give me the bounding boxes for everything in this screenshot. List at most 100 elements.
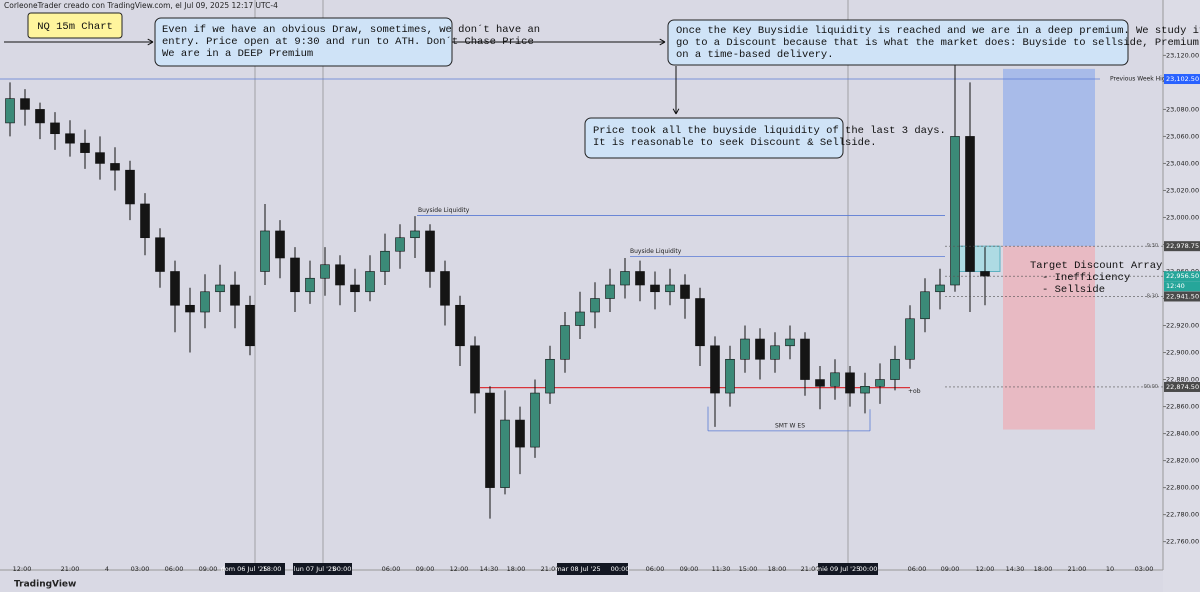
candle-body — [980, 271, 990, 277]
y-tick-label: 22,860.00 — [1166, 403, 1199, 411]
candle-body — [410, 230, 420, 239]
candle-body — [95, 152, 105, 164]
y-tick-label: 23,080.00 — [1166, 105, 1199, 113]
price-tag — [1164, 74, 1200, 85]
candle-body — [245, 304, 255, 347]
x-tick-label: 09:00 — [416, 565, 435, 573]
candle-body — [815, 379, 825, 387]
candle-body — [500, 419, 510, 488]
x-tick-label: 12:00 — [13, 565, 32, 573]
price-tag — [1164, 291, 1200, 302]
note-text: Target Discount Array — [1030, 260, 1162, 272]
candle-body — [950, 136, 960, 286]
candle-body — [665, 284, 675, 293]
candle-body — [230, 284, 240, 306]
candle-body — [470, 345, 480, 394]
candle-body — [800, 338, 810, 380]
candle-body — [260, 230, 270, 272]
level-label: SMT W ES — [775, 422, 805, 429]
candle-body — [935, 284, 945, 293]
arrow-head — [659, 38, 666, 46]
x-tick-label: 15:00 — [739, 565, 758, 573]
candle-body — [860, 386, 870, 394]
x-tick-label: 00:00 — [333, 565, 352, 573]
candle-body — [725, 358, 735, 394]
candle-body — [155, 237, 165, 272]
x-tick-label: 14:30 — [480, 565, 499, 573]
candle-body — [350, 284, 360, 293]
y-tick-label: 22,800.00 — [1166, 484, 1199, 492]
candle-body — [785, 338, 795, 347]
candle-body — [200, 291, 210, 313]
y-tick-label: 22,760.00 — [1166, 538, 1199, 546]
x-tick-label: 10 — [1106, 565, 1114, 573]
candle-body — [110, 163, 120, 171]
x-tick-label: 21:00 — [801, 565, 820, 573]
x-tick-label: 06:00 — [908, 565, 927, 573]
x-tick-label: 21:00 — [61, 565, 80, 573]
candle-body — [380, 250, 390, 272]
note-text: Once the Key Buysidie liquidity is reach… — [676, 25, 1200, 37]
candle-body — [170, 271, 180, 306]
y-tick-label: 22,820.00 — [1166, 457, 1199, 465]
candle-body — [440, 271, 450, 306]
x-tick-label: 21:00 — [541, 565, 560, 573]
x-tick-label: 06:00 — [165, 565, 184, 573]
note-text: entry. Price open at 9:30 and run to ATH… — [162, 35, 534, 48]
x-tick-label: mié 09 Jul '25 — [816, 565, 861, 573]
candle-body — [605, 284, 615, 299]
y-tick-label: 23,060.00 — [1166, 132, 1199, 140]
arrow-head — [672, 108, 680, 115]
price-tag-label: 22,956.50 — [1166, 272, 1199, 280]
countdown-bg — [1164, 281, 1200, 292]
footer: TradingView — [14, 580, 76, 590]
level-label: +ob — [908, 388, 921, 395]
level-label: Buyside Liquidity — [418, 207, 470, 214]
x-tick-label: 06:00 — [382, 565, 401, 573]
candle-body — [35, 109, 45, 124]
candle-body — [905, 318, 915, 360]
y-tick-label: 22,920.00 — [1166, 322, 1199, 330]
y-tick-label: 22,840.00 — [1166, 430, 1199, 438]
price-tag-label: 22,978.75 — [1166, 242, 1199, 250]
note-text: It is reasonable to seek Discount & Sell… — [593, 137, 877, 149]
candle-body — [305, 277, 315, 293]
candle-body — [965, 136, 975, 272]
candle-body — [770, 345, 780, 360]
x-tick-label: 14:30 — [1006, 565, 1025, 573]
arrow-head — [147, 38, 154, 46]
countdown: 12:40 — [1166, 282, 1185, 290]
candle-body — [755, 338, 765, 360]
x-tick-label: 18:00 — [1034, 565, 1053, 573]
price-tag — [1164, 381, 1200, 392]
y-tick-label: 23,040.00 — [1166, 159, 1199, 167]
level-label: Buyside Liquidity — [630, 248, 682, 255]
candle-body — [920, 291, 930, 320]
candle-body — [575, 311, 585, 326]
x-tick-label: 12:00 — [450, 565, 469, 573]
x-tick-label: 03:00 — [1135, 565, 1154, 573]
y-tick-label: 23,020.00 — [1166, 186, 1199, 194]
x-tick-label: lun 07 Jul '25 — [294, 565, 336, 573]
candle-body — [290, 257, 300, 293]
title-box — [27, 12, 123, 39]
x-tick-label: 12:00 — [976, 565, 995, 573]
candle-body — [530, 392, 540, 448]
x-tick-label: dom 06 Jul '25 — [221, 565, 268, 573]
candle-body — [425, 230, 435, 272]
x-tick-label: 06:00 — [646, 565, 665, 573]
x-tick-label: 09:00 — [680, 565, 699, 573]
candle-body — [140, 203, 150, 239]
candle-body — [875, 379, 885, 387]
note-box — [584, 117, 844, 159]
note-text: Even if we have an obvious Draw, sometim… — [162, 23, 540, 36]
candle-body — [80, 142, 90, 153]
candle-body — [695, 298, 705, 347]
candle-body — [5, 98, 15, 124]
header: CorleoneTrader creado con TradingView.co… — [4, 1, 278, 10]
candle-body — [50, 122, 60, 135]
candle-body — [515, 419, 525, 448]
candle-body — [560, 325, 570, 360]
candle-body — [365, 271, 375, 293]
